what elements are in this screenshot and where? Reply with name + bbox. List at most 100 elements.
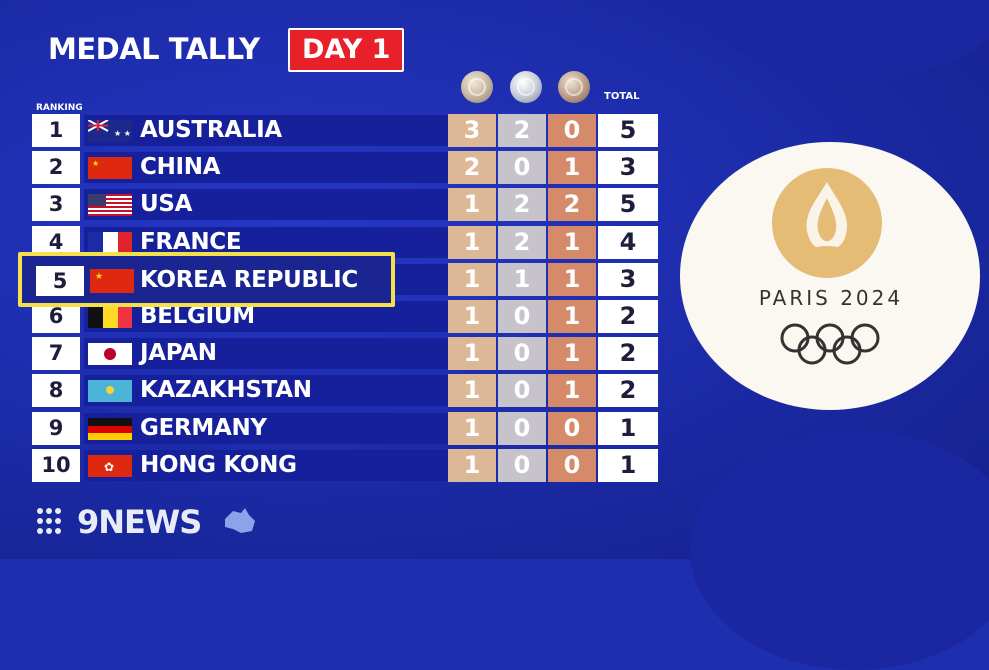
- table-row: 2 ★ CHINA 2 0 1 3: [32, 151, 662, 185]
- bronze-count: 0: [548, 114, 596, 147]
- total-count: 2: [598, 374, 658, 408]
- table-row: 4 FRANCE 1 2 1 4: [32, 225, 662, 259]
- total-count: 5: [598, 188, 658, 222]
- flag-germany-icon: [88, 417, 132, 440]
- paris-flame-icon: [772, 168, 882, 278]
- country-bar: [84, 412, 482, 444]
- flag-japan-icon: [88, 343, 132, 366]
- silver-count: 0: [498, 374, 546, 408]
- country-bar: [84, 115, 482, 146]
- table-row: 10 ✿ HONG KONG 1 0 0 1: [32, 448, 662, 482]
- country-name: BELGIUM: [140, 303, 255, 329]
- flag-china-icon: ★: [88, 157, 132, 180]
- country-bar: [84, 152, 482, 184]
- flag-australia-icon: ★ ★: [88, 120, 132, 142]
- title-bar: MEDAL TALLY DAY 1: [36, 28, 406, 72]
- total-count: 4: [598, 225, 658, 259]
- svg-text:✿: ✿: [104, 460, 114, 474]
- svg-text:★: ★: [95, 272, 103, 282]
- flag-belgium-icon: [88, 306, 132, 328]
- gold-count: 3: [448, 114, 496, 147]
- country-name: USA: [140, 191, 193, 218]
- olympic-rings-icon: [778, 322, 882, 370]
- table-row: 7 JAPAN 1 0 1 2: [32, 337, 662, 371]
- silver-count: 2: [498, 114, 546, 147]
- gold-count: 2: [448, 151, 496, 185]
- day-badge: DAY 1: [288, 28, 405, 72]
- silver-count: 0: [498, 411, 546, 445]
- country-name: JAPAN: [140, 340, 217, 367]
- rank-cell: 7: [32, 337, 80, 371]
- flag-france-icon: [88, 231, 132, 254]
- gold-medal-icon: [461, 71, 493, 103]
- total-count: 3: [598, 262, 658, 296]
- silver-count: 0: [498, 337, 546, 371]
- broadcaster-name: 9NEWS: [77, 503, 202, 541]
- country-bar: [84, 449, 482, 481]
- total-count: 1: [598, 411, 658, 445]
- bronze-count: 0: [548, 448, 596, 482]
- australia-map-icon: [225, 508, 255, 533]
- total-count: 2: [598, 300, 658, 333]
- background-shape: [690, 430, 989, 670]
- rank-cell: 5: [36, 266, 84, 296]
- bronze-count: 1: [548, 374, 596, 408]
- gold-count: 1: [448, 188, 496, 222]
- silver-count: 0: [498, 300, 546, 333]
- rank-cell: 10: [32, 448, 80, 482]
- bronze-count: 1: [548, 337, 596, 371]
- bronze-count: 1: [548, 262, 596, 296]
- silver-count: 1: [498, 262, 546, 296]
- country-bar: [84, 338, 482, 370]
- silver-count: 2: [498, 188, 546, 222]
- paris-2024-text: PARIS 2024: [758, 286, 904, 310]
- total-count: 5: [598, 114, 658, 147]
- country-name: FRANCE: [140, 228, 242, 255]
- gold-count: 1: [448, 337, 496, 371]
- table-row: 9 GERMANY 1 0 0 1: [32, 411, 662, 445]
- gold-count: 1: [448, 448, 496, 482]
- total-header: TOTAL: [604, 91, 640, 102]
- rank-cell: 3: [32, 188, 80, 222]
- flag-usa-icon: [88, 194, 132, 217]
- gold-count: 1: [448, 225, 496, 259]
- country-bar: [84, 375, 482, 407]
- country-name: HONG KONG: [140, 451, 297, 478]
- page-title: MEDAL TALLY: [48, 32, 260, 66]
- silver-count: 2: [498, 225, 546, 259]
- svg-text:★ ★: ★ ★: [114, 129, 131, 138]
- bronze-count: 1: [548, 225, 596, 259]
- ranking-header: RANKING: [36, 103, 83, 113]
- table-row: 1 ★ ★ AUSTRALIA 3 2 0 5: [32, 114, 662, 147]
- rank-cell: 1: [32, 114, 80, 147]
- nine-dots-icon: [37, 508, 61, 534]
- country-bar: [84, 189, 482, 221]
- gold-count: 1: [448, 262, 496, 296]
- country-name: AUSTRALIA: [140, 117, 282, 143]
- gold-count: 1: [448, 374, 496, 408]
- bronze-count: 1: [548, 300, 596, 333]
- highlight-row: 5 ★ KOREA REPUBLIC: [18, 252, 395, 307]
- flag-korea-icon: ★: [90, 269, 134, 293]
- country-name: KOREA REPUBLIC: [140, 267, 358, 293]
- bronze-count: 0: [548, 411, 596, 445]
- total-count: 1: [598, 448, 658, 482]
- silver-count: 0: [498, 151, 546, 185]
- country-name: KAZAKHSTAN: [140, 377, 312, 404]
- rank-cell: 2: [32, 151, 80, 185]
- total-count: 2: [598, 337, 658, 371]
- flag-hong-kong-icon: ✿: [88, 454, 132, 477]
- country-name: CHINA: [140, 154, 221, 181]
- rank-cell: 9: [32, 411, 80, 445]
- gold-count: 1: [448, 300, 496, 333]
- svg-text:★: ★: [92, 159, 99, 168]
- flag-kazakhstan-icon: [88, 380, 132, 403]
- bronze-medal-icon: [558, 71, 590, 103]
- rank-cell: 8: [32, 374, 80, 408]
- country-name: GERMANY: [140, 414, 267, 441]
- bronze-count: 1: [548, 151, 596, 185]
- table-row: 8 KAZAKHSTAN 1 0 1 2: [32, 374, 662, 408]
- bronze-count: 2: [548, 188, 596, 222]
- total-count: 3: [598, 151, 658, 185]
- table-row: 3 USA 1 2 2 5: [32, 188, 662, 222]
